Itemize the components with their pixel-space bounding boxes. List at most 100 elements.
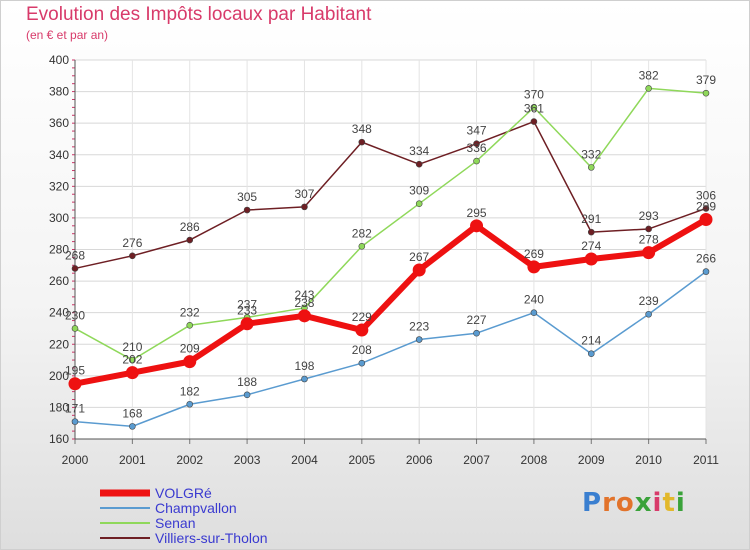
data-label-senan: 210 — [122, 340, 142, 354]
data-point-senan — [473, 157, 480, 165]
data-point-volgr- — [240, 317, 254, 331]
data-label-volgr-: 233 — [237, 304, 257, 318]
data-label-champvallon: 239 — [639, 294, 659, 308]
data-point-champvallon — [129, 423, 136, 430]
data-point-champvallon — [301, 375, 308, 383]
legend-label: Villiers-sur-Tholon — [155, 530, 268, 546]
data-label-villiers-sur-tholon: 306 — [696, 188, 716, 202]
grid — [74, 59, 707, 440]
data-point-volgr- — [412, 263, 426, 277]
data-label-villiers-sur-tholon: 276 — [122, 236, 142, 250]
data-point-senan — [645, 85, 652, 92]
x-tick-label: 2011 — [693, 453, 719, 467]
data-point-champvallon — [587, 350, 595, 358]
data-point-senan — [71, 325, 79, 332]
data-label-volgr-: 238 — [294, 296, 314, 310]
data-label-champvallon: 223 — [409, 320, 429, 334]
data-label-champvallon: 266 — [696, 252, 716, 266]
data-label-senan: 232 — [180, 305, 200, 319]
series-line-senan — [74, 87, 707, 361]
data-label-senan: 309 — [409, 184, 429, 198]
data-label-volgr-: 295 — [467, 206, 487, 220]
data-point-senan — [587, 164, 595, 171]
x-tick-label: 2003 — [234, 453, 261, 467]
chart-title: Evolution des Impôts locaux par Habitant — [26, 4, 372, 25]
legend-label: VOLGRé — [155, 485, 212, 501]
data-point-villiers-sur-tholon — [71, 265, 79, 272]
data-point-champvallon — [243, 391, 251, 399]
data-point-volgr- — [68, 377, 82, 391]
data-label-villiers-sur-tholon: 334 — [409, 144, 429, 158]
data-point-villiers-sur-tholon — [415, 160, 423, 168]
data-label-villiers-sur-tholon: 307 — [294, 187, 314, 201]
x-tick-label: 2005 — [348, 453, 375, 467]
data-label-senan: 230 — [65, 308, 85, 322]
data-point-champvallon — [530, 309, 538, 316]
data-point-volgr- — [183, 355, 197, 369]
data-point-villiers-sur-tholon — [702, 205, 710, 212]
y-tick-label: 180 — [49, 400, 69, 414]
data-point-volgr- — [470, 219, 484, 233]
x-tick-label: 2007 — [463, 453, 490, 467]
data-label-volgr-: 195 — [65, 364, 85, 378]
data-point-senan — [415, 200, 423, 208]
data-point-villiers-sur-tholon — [301, 203, 308, 211]
data-point-senan — [129, 356, 136, 364]
data-point-villiers-sur-tholon — [645, 225, 652, 233]
data-point-volgr- — [642, 246, 656, 260]
data-label-volgr-: 267 — [409, 250, 429, 264]
x-tick-label: 2002 — [176, 453, 203, 467]
data-label-champvallon: 240 — [524, 293, 544, 307]
series-lines — [68, 85, 713, 430]
data-label-senan: 370 — [524, 87, 544, 101]
data-label-villiers-sur-tholon: 348 — [352, 122, 372, 136]
data-label-champvallon: 182 — [180, 384, 200, 398]
y-tick-label: 380 — [49, 85, 69, 99]
data-label-champvallon: 214 — [581, 334, 601, 348]
data-label-volgr-: 299 — [696, 199, 716, 213]
data-label-champvallon: 208 — [352, 343, 372, 357]
data-point-volgr- — [125, 366, 139, 380]
data-point-villiers-sur-tholon — [129, 252, 136, 260]
x-tick-label: 2006 — [406, 453, 433, 467]
axes: 1601802002202402602803003203403603804002… — [49, 53, 719, 467]
data-label-villiers-sur-tholon: 291 — [581, 212, 601, 226]
data-point-villiers-sur-tholon — [186, 236, 194, 244]
data-label-volgr-: 269 — [524, 247, 544, 261]
x-tick-label: 2008 — [521, 453, 548, 467]
y-tick-label: 340 — [49, 148, 69, 162]
data-label-villiers-sur-tholon: 286 — [180, 220, 200, 234]
y-tick-label: 200 — [49, 369, 69, 383]
series-line-villiers-sur-tholon — [74, 120, 707, 270]
data-label-villiers-sur-tholon: 293 — [639, 209, 659, 223]
data-label-senan: 237 — [237, 297, 257, 311]
data-label-villiers-sur-tholon: 347 — [467, 124, 487, 138]
y-tick-label: 400 — [49, 53, 69, 67]
data-point-champvallon — [358, 359, 366, 367]
data-label-senan: 336 — [467, 141, 487, 155]
data-label-senan: 243 — [294, 288, 314, 302]
data-point-volgr- — [355, 323, 369, 337]
y-tick-label: 320 — [49, 179, 69, 193]
y-tick-label: 280 — [49, 243, 69, 257]
data-label-senan: 282 — [352, 226, 372, 240]
data-label-villiers-sur-tholon: 305 — [237, 190, 257, 204]
y-tick-label: 360 — [49, 116, 69, 130]
data-point-senan — [530, 104, 538, 111]
data-labels: 268 276 286 305 307 348 334 347 361 291 293 306 230 2… — [65, 68, 716, 420]
data-point-volgr- — [527, 260, 541, 274]
data-point-champvallon — [415, 336, 423, 343]
logo-letter: t — [662, 488, 676, 518]
y-tick-label: 300 — [49, 211, 69, 225]
data-point-volgr- — [297, 309, 311, 323]
data-label-volgr-: 274 — [581, 239, 601, 253]
x-tick-label: 2000 — [62, 453, 89, 467]
data-label-volgr-: 278 — [639, 233, 659, 247]
data-point-champvallon — [186, 400, 194, 408]
data-point-villiers-sur-tholon — [473, 140, 480, 147]
data-point-champvallon — [645, 310, 652, 318]
data-label-senan: 382 — [639, 68, 659, 82]
data-point-villiers-sur-tholon — [587, 228, 595, 236]
x-tick-label: 2009 — [578, 453, 605, 467]
